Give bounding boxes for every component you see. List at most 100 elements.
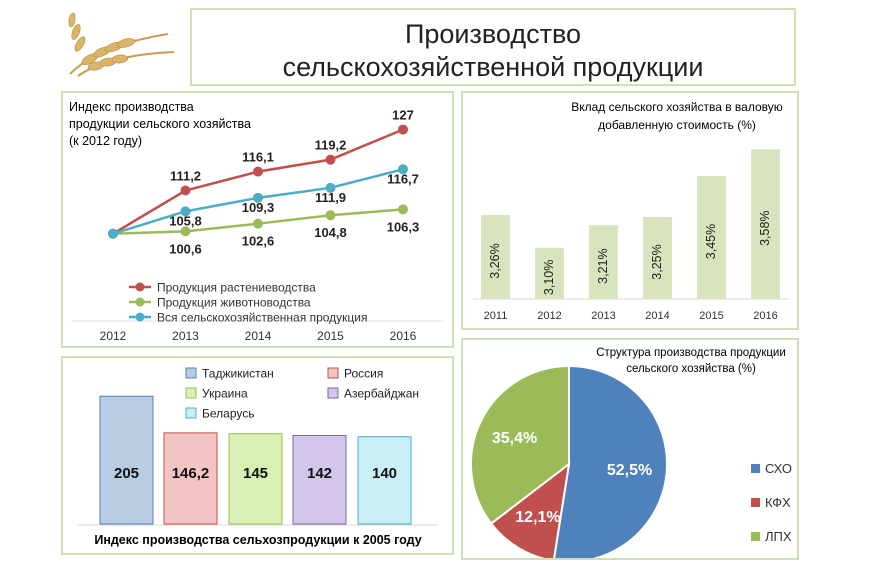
bar-value-label: 146,2 — [172, 465, 210, 482]
legend-swatch — [185, 387, 197, 399]
data-label: 116,7 — [387, 171, 419, 186]
data-point — [180, 206, 191, 217]
slice-label: 52,5% — [607, 462, 652, 479]
data-point — [398, 204, 408, 215]
bar-value-label: 140 — [372, 465, 397, 482]
value-added-bar-chart: Вклад сельского хозяйства в валовую доба… — [461, 91, 799, 330]
x-tick-label: 2015 — [317, 329, 344, 343]
bar-value-label: 3,21% — [596, 248, 610, 283]
x-tick-label: 2013 — [172, 329, 199, 343]
x-tick-label: 2014 — [645, 310, 669, 322]
legend-label: Вся сельскохозяйственная продукция — [157, 311, 367, 325]
legend-swatch — [327, 367, 339, 379]
legend-marker — [135, 297, 145, 307]
legend-marker — [135, 312, 145, 322]
data-label: 119,2 — [315, 138, 347, 153]
slice-label: 35,4% — [492, 430, 537, 447]
chart-title-line: сельского хозяйства (%) — [626, 363, 756, 375]
legend-swatch — [751, 464, 760, 473]
legend-label: Таджикистан — [202, 367, 274, 381]
pie-slice — [470, 364, 570, 525]
bar-value-label: 145 — [243, 465, 268, 482]
data-point — [253, 166, 263, 177]
chart-title-line: Индекс производства — [69, 100, 194, 114]
bar-value-label: 3,10% — [542, 260, 556, 295]
pie-slice — [489, 461, 571, 558]
data-point — [398, 164, 408, 175]
bar — [643, 217, 672, 299]
bar — [99, 395, 154, 525]
data-point — [325, 210, 336, 221]
legend-label: Продукция растениеводства — [157, 281, 316, 295]
x-tick-label: 2013 — [591, 310, 615, 322]
data-point — [398, 124, 408, 135]
legend-marker — [135, 282, 145, 292]
legend-swatch — [751, 532, 760, 541]
title-panel: Производство сельскохозяйственной продук… — [190, 8, 796, 86]
bar-value-label: 3,25% — [650, 244, 664, 279]
page-title: Производство сельскохозяйственной продук… — [192, 18, 794, 84]
legend-label: Беларусь — [202, 407, 254, 421]
bar-value-label: 3,26% — [488, 243, 502, 278]
chart-title-line: Вклад сельского хозяйства в валовую — [571, 100, 783, 114]
data-label: 111,9 — [315, 190, 346, 205]
x-tick-label: 2015 — [699, 310, 723, 322]
bar — [163, 432, 218, 525]
data-label: 104,8 — [314, 225, 347, 240]
data-point — [180, 226, 191, 237]
bar — [481, 214, 510, 299]
data-label: 116,1 — [242, 150, 274, 165]
production-structure-pie-chart: Структура производства продукции сельско… — [461, 338, 799, 560]
bar-value-label: 205 — [114, 465, 139, 482]
bar — [292, 434, 347, 525]
bar — [535, 247, 564, 299]
legend-swatch — [327, 387, 339, 399]
bar — [751, 149, 780, 299]
wheat-ears-icon — [68, 12, 175, 77]
data-point — [253, 218, 263, 229]
legend-swatch — [185, 407, 197, 419]
pie-slice — [553, 364, 669, 558]
data-label: 127 — [392, 108, 414, 123]
x-tick-label: 2016 — [390, 329, 417, 343]
legend-label: Продукция животноводства — [157, 296, 311, 310]
chart-title-line: добавленную стоимость (%) — [598, 118, 756, 132]
legend-swatch — [185, 367, 197, 379]
data-label: 100,6 — [169, 241, 202, 256]
legend-label: ЛПХ — [765, 529, 792, 544]
legend-label: КФХ — [765, 495, 791, 510]
legend-label: Россия — [344, 367, 383, 381]
data-label: 102,6 — [242, 234, 275, 249]
chart-title-line: продукции сельского хозяйства — [69, 117, 251, 131]
data-point — [325, 182, 336, 193]
chart-title: Индекс производства продукции сельского … — [69, 100, 251, 148]
page-title-line1: Производство — [404, 19, 582, 49]
slice-label: 12,1% — [515, 509, 560, 526]
data-point — [108, 228, 118, 239]
data-point — [253, 192, 263, 203]
bar-value-label: 3,45% — [704, 224, 718, 259]
production-index-line-chart: Индекс производства продукции сельского … — [61, 91, 454, 348]
x-tick-label: 2014 — [245, 329, 272, 343]
data-label: 111,2 — [170, 169, 201, 184]
bar — [589, 225, 618, 299]
x-tick-label: 2011 — [484, 310, 508, 322]
chart-title: Индекс производства сельхозпродукции к 2… — [94, 533, 421, 547]
bar-value-label: 142 — [307, 465, 332, 482]
x-tick-label: 2016 — [753, 310, 777, 322]
bar-value-label: 3,58% — [758, 210, 772, 245]
x-tick-label: 2012 — [100, 329, 127, 343]
bar — [228, 433, 283, 525]
bar — [697, 176, 726, 299]
chart-title-line: Структура производства продукции — [596, 347, 786, 359]
legend-swatch — [751, 498, 760, 507]
chart-title-line: (к 2012 году) — [69, 134, 142, 148]
legend-label: Азербайджан — [344, 387, 419, 401]
country-index-bar-chart: Таджикистан Россия Украина Азербайджан Белар… — [61, 356, 454, 555]
legend-label: Украина — [202, 387, 248, 401]
data-label: 105,8 — [169, 213, 202, 228]
data-point — [180, 185, 191, 196]
data-label: 106,3 — [387, 219, 420, 234]
legend-label: СХО — [765, 461, 792, 476]
x-tick-label: 2012 — [537, 310, 561, 322]
